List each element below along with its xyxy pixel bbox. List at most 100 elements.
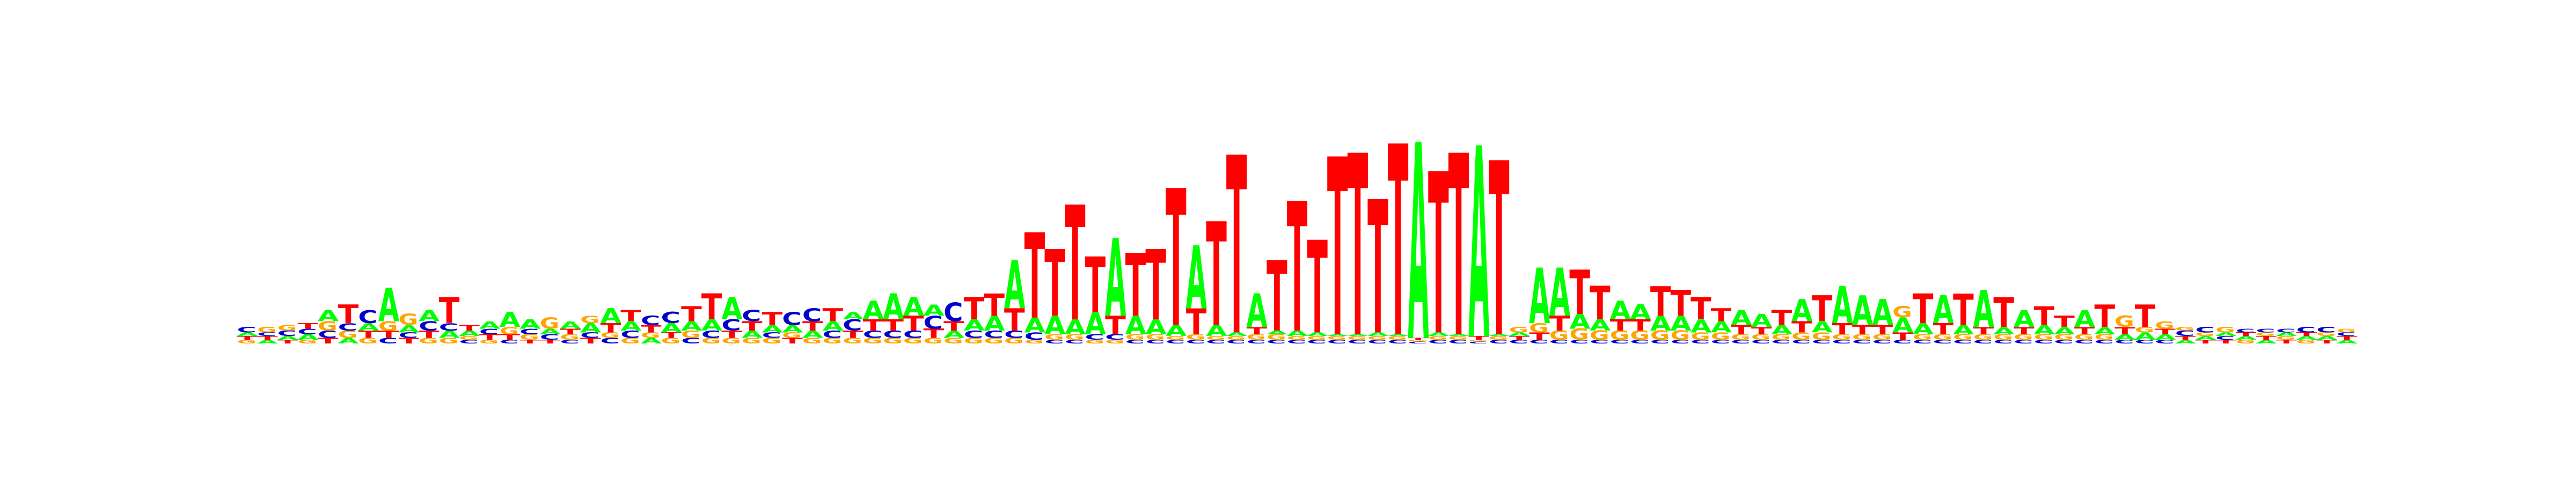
logo-letter-g-pos-44: G [1105,339,1125,345]
logo-letter-g-pos-12: G [459,335,479,341]
logo-letter-a-pos-10: A [419,307,440,325]
logo-letter-t-pos-51: T [1246,325,1267,336]
logo-letter-a-pos-58: A [1388,334,1409,336]
logo-letter-a-pos-39: A [1004,248,1025,325]
logo-letter-t-pos-100: T [2236,331,2257,337]
logo-letter-c-pos-97: C [2175,329,2194,338]
logo-letter-t-pos-62: T [1468,335,1489,341]
logo-letter-g-pos-84: G [1913,333,1933,342]
logo-letter-t-pos-19: T [601,321,621,335]
logo-letter-c-pos-75: C [1731,339,1750,345]
logo-letter-c-pos-13: C [479,327,499,336]
logo-letter-t-pos-105: T [2337,335,2358,341]
logo-letter-c-pos-47: C [1166,339,1185,345]
logo-letter-t-pos-3: T [277,339,298,345]
logo-letter-t-pos-102: T [2276,339,2297,345]
logo-letter-g-pos-41: G [1044,333,1064,342]
logo-letter-a-pos-102: A [2276,331,2297,337]
logo-letter-c-pos-79: C [1812,339,1831,345]
logo-letter-t-pos-24: T [701,287,722,328]
logo-letter-c-pos-105: C [2337,332,2356,338]
logo-letter-c-pos-18: C [580,331,599,340]
logo-letter-g-pos-37: G [964,336,984,346]
logo-letter-a-pos-59: A [1408,89,1429,402]
logo-letter-c-pos-58: C [1388,339,1407,345]
logo-letter-t-pos-6: T [338,300,359,329]
logo-letter-t-pos-93: T [2094,299,2115,334]
logo-letter-g-pos-57: G [1367,335,1387,341]
logo-letter-c-pos-89: C [2014,339,2033,345]
logo-letter-t-pos-57: T [1367,163,1388,376]
logo-letter-c-pos-9: C [398,331,418,340]
logo-letter-a-pos-42: A [1065,316,1086,339]
logo-letter-a-pos-101: A [2256,339,2277,345]
logo-letter-t-pos-4: T [297,321,318,331]
logo-letter-g-pos-50: G [1226,335,1246,341]
logo-letter-g-pos-18: G [580,314,600,326]
logo-letter-t-pos-53: T [1287,166,1308,373]
logo-letter-g-pos-97: G [2175,326,2195,332]
logo-letter-t-pos-63: T [1489,113,1510,391]
logo-letter-t-pos-55: T [1327,109,1348,392]
logo-letter-g-pos-87: G [1973,333,1993,342]
logo-letter-g-pos-77: G [1772,333,1791,342]
logo-letter-g-pos-64: G [1509,325,1529,334]
logo-letter-t-pos-41: T [1044,231,1065,338]
logo-letter-c-pos-65: C [1529,339,1548,345]
logo-letter-t-pos-74: T [1711,305,1732,326]
logo-letter-a-pos-92: A [2074,306,2095,333]
logo-letter-g-pos-54: G [1307,335,1327,341]
logo-letter-a-pos-20: A [620,319,642,334]
logo-letter-c-pos-11: C [439,321,458,333]
logo-letter-c-pos-25: C [721,316,741,334]
logo-letter-t-pos-22: T [661,331,682,340]
logo-letter-a-pos-52: A [1267,330,1287,335]
logo-letter-t-pos-10: T [419,328,440,340]
logo-letter-c-pos-85: C [1933,339,1952,345]
logo-letter-t-pos-70: T [1630,316,1651,334]
logo-letter-a-pos-22: A [661,321,683,336]
logo-letter-t-pos-14: T [500,333,521,342]
logo-letter-c-pos-31: C [843,316,862,334]
logo-letter-t-pos-23: T [681,303,702,326]
logo-letter-c-pos-64: C [1509,339,1528,345]
logo-letter-c-pos-67: C [1569,339,1589,345]
logo-letter-a-pos-8: A [378,279,399,333]
logo-letter-c-pos-59: C [1408,341,1427,345]
logo-letter-c-pos-51: C [1246,339,1265,345]
logo-letter-c-pos-40: C [1024,330,1044,342]
logo-letter-t-pos-75: T [1731,323,1752,337]
logo-letter-a-pos-4: A [297,333,318,341]
logo-letter-a-pos-71: A [1650,312,1672,335]
logo-letter-a-pos-43: A [1085,306,1107,342]
logo-letter-g-pos-72: G [1670,328,1690,343]
logo-letter-g-pos-39: G [1004,336,1024,346]
logo-letter-g-pos-49: G [1206,335,1226,341]
logo-letter-t-pos-84: T [1913,286,1934,333]
logo-letter-t-pos-21: T [641,323,662,335]
logo-letter-g-pos-40: G [1024,339,1044,345]
logo-letter-c-pos-42: C [1065,339,1084,345]
logo-letter-a-pos-74: A [1711,318,1732,336]
logo-letter-t-pos-39: T [1004,303,1025,338]
logo-letter-t-pos-49: T [1206,194,1227,359]
logo-letter-g-pos-86: G [1953,333,1973,342]
logo-letter-t-pos-25: T [721,328,742,340]
logo-letter-a-pos-19: A [601,304,622,328]
logo-letter-t-pos-92: T [2074,325,2095,336]
logo-letter-c-pos-33: C [883,328,902,340]
logo-letter-g-pos-6: G [338,329,358,341]
logo-letter-c-pos-26: C [742,307,761,325]
logo-letter-c-pos-56: C [1348,339,1367,345]
logo-letter-a-pos-3: A [277,335,298,341]
logo-letter-c-pos-14: C [500,339,519,345]
logo-letter-t-pos-17: T [560,327,581,336]
logo-letter-t-pos-12: T [459,324,480,333]
logo-letter-c-pos-45: C [1125,339,1145,345]
logo-letter-g-pos-13: G [479,339,499,345]
logo-letter-a-pos-61: A [1448,334,1469,336]
logo-letter-g-pos-95: G [2135,325,2155,334]
logo-letter-t-pos-11: T [439,290,460,332]
logo-letter-t-pos-28: T [782,336,803,346]
